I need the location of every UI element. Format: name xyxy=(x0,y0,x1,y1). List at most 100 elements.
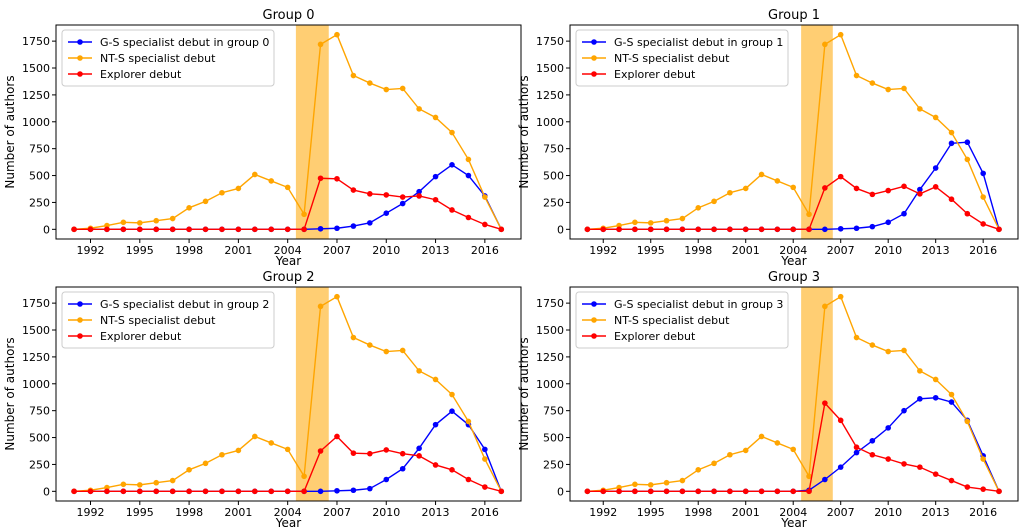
data-point xyxy=(465,172,472,179)
data-point xyxy=(742,226,749,233)
y-tick-label: 1000 xyxy=(536,116,564,129)
data-point xyxy=(71,488,77,495)
data-point xyxy=(885,425,891,431)
data-point xyxy=(917,191,923,197)
chart-title: Group 3 xyxy=(768,270,820,285)
data-point xyxy=(169,488,176,495)
y-tick-label: 500 xyxy=(29,432,50,445)
data-point xyxy=(367,80,373,86)
y-axis-label: Number of authors xyxy=(517,337,531,450)
data-point xyxy=(917,106,923,112)
data-point xyxy=(432,196,439,203)
data-point xyxy=(383,210,390,216)
x-tick-label: 2016 xyxy=(969,244,997,257)
data-point xyxy=(219,488,225,495)
chart-title: Group 2 xyxy=(263,270,315,285)
data-point xyxy=(822,303,828,310)
data-point xyxy=(383,476,390,483)
data-point xyxy=(399,450,406,457)
y-tick-label: 500 xyxy=(29,170,50,183)
data-point xyxy=(235,185,242,192)
y-tick-label: 1250 xyxy=(536,351,564,364)
data-point xyxy=(449,408,455,415)
data-point xyxy=(219,189,225,196)
data-point xyxy=(416,106,422,112)
data-point xyxy=(202,198,209,205)
chart-panel-3: 1992 1995 1998 2001 2004 2007 2010 2013 2016 0 250… xyxy=(517,270,1019,527)
data-point xyxy=(822,41,828,48)
legend-entry: NT-S specialist debut xyxy=(100,314,216,327)
x-tick-label: 2007 xyxy=(323,506,351,519)
data-point xyxy=(663,217,670,224)
x-tick-label: 2010 xyxy=(874,244,902,257)
data-point xyxy=(465,156,472,163)
legend-marker xyxy=(591,333,597,339)
data-point xyxy=(432,173,439,180)
data-point xyxy=(790,184,797,191)
data-point xyxy=(350,223,357,229)
x-tick-label: 2010 xyxy=(874,506,902,519)
data-point xyxy=(695,467,702,473)
data-point xyxy=(917,464,923,470)
legend-box xyxy=(61,29,275,87)
data-point xyxy=(869,80,876,86)
data-point xyxy=(932,165,939,171)
legend-entry: NT-S specialist debut xyxy=(614,314,730,327)
data-point xyxy=(948,391,955,398)
data-point xyxy=(120,481,127,488)
data-point xyxy=(399,347,406,354)
y-tick-label: 1500 xyxy=(536,62,564,75)
data-point xyxy=(616,226,622,233)
data-point xyxy=(383,447,390,453)
legend-entry: Explorer debut xyxy=(100,68,182,81)
data-point xyxy=(917,186,923,193)
data-point xyxy=(932,376,939,383)
data-point xyxy=(383,348,390,355)
data-point xyxy=(498,226,505,233)
legend-box xyxy=(575,291,789,349)
legend-entry: G-S specialist debut in group 1 xyxy=(614,36,783,49)
data-point xyxy=(885,219,891,226)
data-point xyxy=(695,488,702,495)
data-point xyxy=(917,396,923,402)
x-tick-label: 2013 xyxy=(422,506,450,519)
data-point xyxy=(186,488,192,495)
x-tick-label: 2004 xyxy=(779,506,807,519)
data-point xyxy=(996,226,1002,233)
data-point xyxy=(334,225,340,232)
data-point xyxy=(169,477,176,484)
data-point xyxy=(416,188,422,195)
data-point xyxy=(790,446,797,453)
data-point xyxy=(399,465,406,472)
y-axis-label: Number of authors xyxy=(3,337,17,450)
legend-entry: NT-S specialist debut xyxy=(100,52,216,65)
data-point xyxy=(482,456,488,462)
data-point xyxy=(901,347,907,354)
data-point xyxy=(136,226,143,233)
legend-entry: Explorer debut xyxy=(614,68,696,81)
data-point xyxy=(584,488,591,495)
data-point xyxy=(837,173,844,180)
data-point xyxy=(806,226,812,233)
y-axis-label: Number of authors xyxy=(517,75,531,188)
data-point xyxy=(695,226,702,233)
data-point xyxy=(367,220,373,226)
data-point xyxy=(727,488,733,495)
data-point xyxy=(334,293,340,300)
data-point xyxy=(948,140,955,147)
data-point xyxy=(268,178,275,184)
y-tick-label: 1250 xyxy=(22,351,50,364)
x-tick-label: 2016 xyxy=(969,506,997,519)
data-point xyxy=(202,226,209,233)
data-point xyxy=(932,114,939,121)
data-point xyxy=(980,486,986,492)
data-point xyxy=(416,193,422,199)
data-point xyxy=(758,226,765,233)
data-point xyxy=(235,226,242,233)
data-point xyxy=(153,479,160,486)
data-point xyxy=(432,421,439,428)
data-point xyxy=(87,226,94,233)
data-point xyxy=(837,225,844,232)
data-point xyxy=(980,221,986,227)
